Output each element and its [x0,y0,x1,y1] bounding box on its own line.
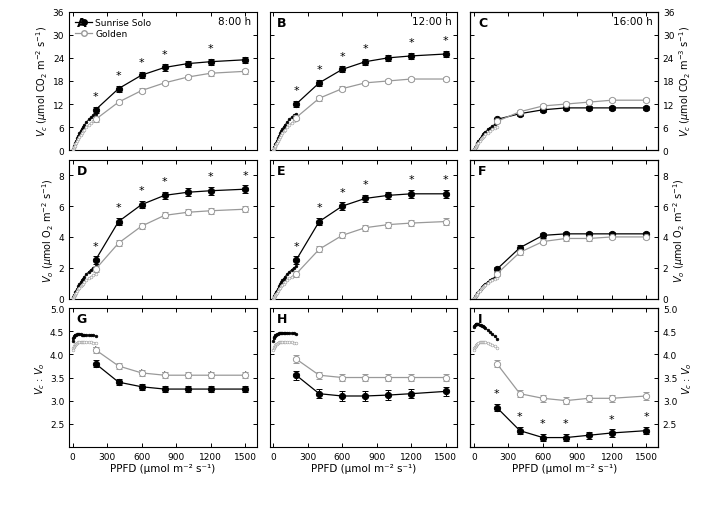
Text: *: * [316,203,322,213]
Text: *: * [517,412,523,422]
Text: *: * [363,180,368,190]
Text: *: * [93,241,98,251]
Text: *: * [494,388,499,398]
Text: 12:00 h: 12:00 h [412,17,451,27]
Legend: Sunrise Solo, Golden: Sunrise Solo, Golden [73,17,153,40]
Text: E: E [277,165,286,178]
X-axis label: PPFD (μmol m⁻² s⁻¹): PPFD (μmol m⁻² s⁻¹) [111,464,215,474]
Text: *: * [161,177,167,186]
Text: *: * [161,50,167,60]
Text: *: * [363,44,368,54]
Text: A: A [76,17,87,30]
Y-axis label: $V_c$ : $V_o$: $V_c$ : $V_o$ [680,362,694,394]
Text: *: * [242,371,248,381]
X-axis label: PPFD (μmol m⁻² s⁻¹): PPFD (μmol m⁻² s⁻¹) [311,464,416,474]
Y-axis label: $V_c$ ($\mu$mol CO$_2$ m$^{-3}$ s$^{-1}$): $V_c$ ($\mu$mol CO$_2$ m$^{-3}$ s$^{-1}$… [677,26,693,137]
Text: *: * [242,171,248,180]
Text: *: * [208,44,214,54]
Text: *: * [116,71,121,81]
Text: *: * [340,187,345,197]
Text: B: B [277,17,286,30]
Text: *: * [294,86,299,96]
Text: *: * [643,412,649,422]
Text: *: * [409,175,414,185]
Text: *: * [609,414,615,424]
Text: *: * [139,186,145,196]
X-axis label: PPFD (μmol m⁻² s⁻¹): PPFD (μmol m⁻² s⁻¹) [512,464,616,474]
Text: I: I [478,313,483,326]
Text: *: * [294,241,299,251]
Y-axis label: $V_o$ ($\mu$mol O$_2$ m$^{-2}$ s$^{-1}$): $V_o$ ($\mu$mol O$_2$ m$^{-2}$ s$^{-1}$) [40,178,56,282]
Text: *: * [540,419,546,428]
Text: *: * [139,368,145,378]
Text: 16:00 h: 16:00 h [613,17,652,27]
Text: *: * [208,371,214,381]
Text: *: * [116,203,121,213]
Y-axis label: $V_c$ : $V_o$: $V_c$ : $V_o$ [33,362,47,394]
Text: *: * [443,36,449,46]
Text: *: * [93,345,98,355]
Text: *: * [139,58,145,67]
Text: *: * [161,371,167,381]
Text: *: * [409,38,414,48]
Text: *: * [208,172,214,182]
Text: *: * [316,65,322,75]
Text: *: * [563,419,569,428]
Text: H: H [277,313,288,326]
Text: D: D [76,165,87,178]
Text: C: C [478,17,487,30]
Text: *: * [93,92,98,102]
Text: *: * [340,52,345,62]
Y-axis label: $V_o$ ($\mu$mol O$_2$ m$^{-2}$ s$^{-1}$): $V_o$ ($\mu$mol O$_2$ m$^{-2}$ s$^{-1}$) [671,178,687,282]
Text: G: G [76,313,87,326]
Text: *: * [443,175,449,185]
Text: F: F [478,165,486,178]
Y-axis label: $V_c$ ($\mu$mol CO$_2$ m$^{-2}$ s$^{-1}$): $V_c$ ($\mu$mol CO$_2$ m$^{-2}$ s$^{-1}$… [34,26,50,137]
Text: 8:00 h: 8:00 h [218,17,251,27]
